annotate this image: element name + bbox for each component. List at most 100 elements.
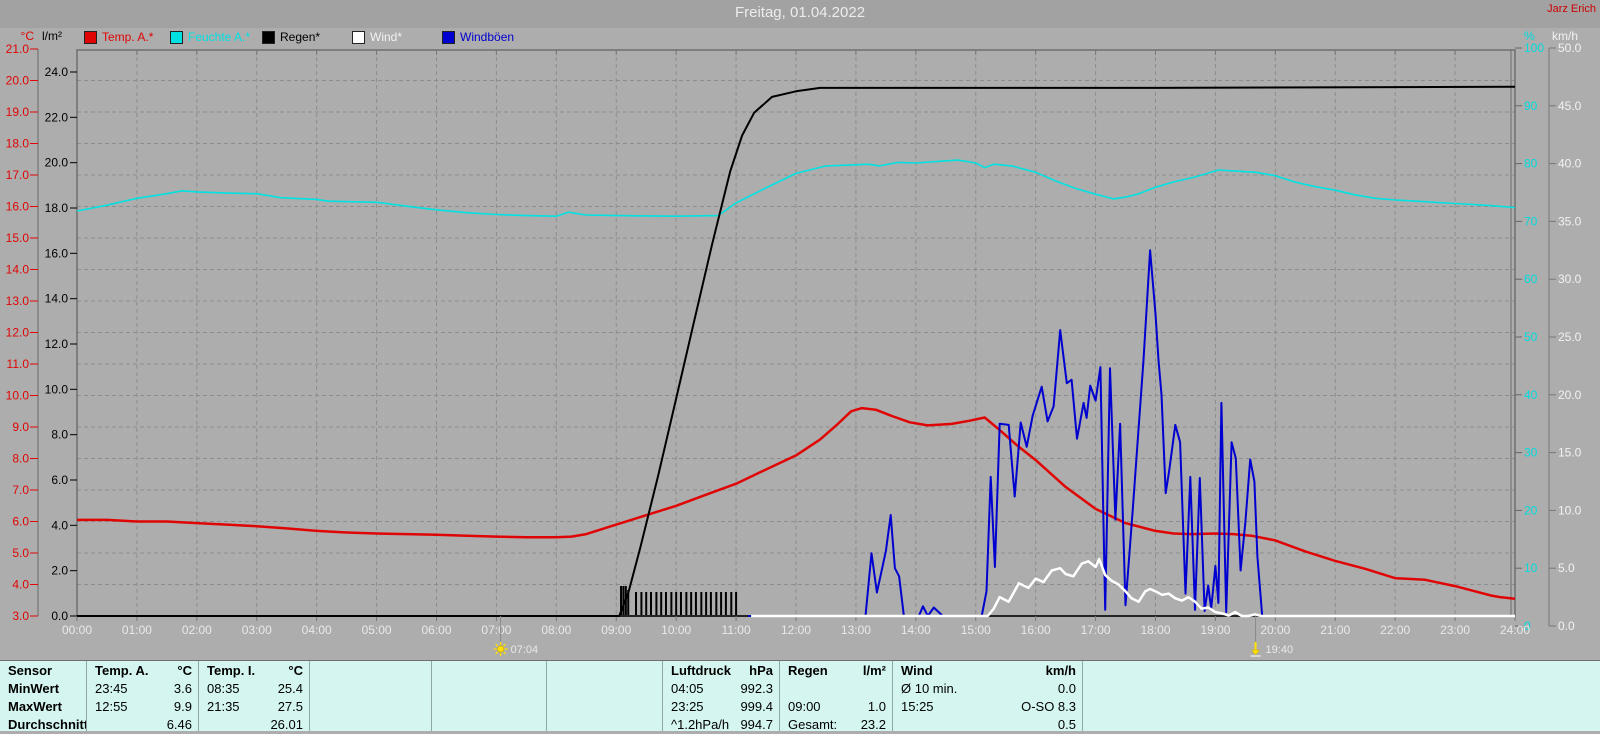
x-tick-label: 13:00 <box>841 623 871 637</box>
celsius-tick-label: 18.0 <box>6 137 30 151</box>
celsius-tick-label: 11.0 <box>7 357 30 371</box>
celsius-tick-label: 3.0 <box>12 609 29 623</box>
table-col-luftdruck-row1-time: 23:25 <box>671 699 704 714</box>
celsius-tick-label: 17.0 <box>6 168 30 182</box>
table-col-empty3-row1 <box>432 697 546 715</box>
table-rowlabel-time: Sensor <box>8 663 53 678</box>
celsius-tick-label: 4.0 <box>12 578 29 592</box>
celsius-tick-label: 20.0 <box>6 74 30 88</box>
table-rowlabel-time: MinWert <box>8 681 60 696</box>
right-axis-unit-humidity: % <box>1524 29 1535 43</box>
table-col-empty2-row0-value <box>318 680 425 697</box>
table-col-wind-header-time: Wind <box>901 663 933 678</box>
x-tick-label: 20:00 <box>1260 623 1290 637</box>
table-rowlabel: MaxWert <box>0 697 86 715</box>
rain-tick-label: 8.0 <box>51 428 68 442</box>
table-col-empty4 <box>547 661 663 731</box>
sunset-time-label: 19:40 <box>1266 644 1294 656</box>
rain-tick-label: 0.0 <box>51 609 68 623</box>
table-col-tempi-row0-value: 25.4 <box>277 681 303 696</box>
x-tick-label: 17:00 <box>1081 623 1111 637</box>
table-rowlabel-value <box>59 680 80 697</box>
table-col-tempi-header: Temp. I. °C <box>199 661 309 679</box>
wind-tick-label: 50.0 <box>1558 41 1582 55</box>
wind-tick-label: 15.0 <box>1558 446 1582 460</box>
table-col-wind-row0-value: 0.0 <box>1057 681 1076 696</box>
table-col-empty2-header-value <box>318 662 425 679</box>
table-col-regen-row2: Gesamt: 23.2 <box>780 715 892 733</box>
rain-tick-label: 12.0 <box>45 337 69 351</box>
humidity-tick-label: 80 <box>1524 157 1538 171</box>
celsius-tick-label: 15.0 <box>6 231 30 245</box>
table-col-tempi-header-time: Temp. I. <box>207 663 256 678</box>
table-col-tempa-row0-value: 3.6 <box>173 681 192 696</box>
legend-item-regen: Regen* <box>262 30 320 44</box>
celsius-tick-label: 14.0 <box>6 263 30 277</box>
table-col-luftdruck-row1-value: 999.4 <box>740 699 773 714</box>
wind-tick-label: 20.0 <box>1558 388 1582 402</box>
humidity-tick-label: 90 <box>1524 99 1538 113</box>
table-col-tempi-row0-time: 08:35 <box>207 681 240 696</box>
wind-tick-label: 30.0 <box>1558 272 1582 286</box>
table-col-wind-row1-time: 15:25 <box>901 699 934 714</box>
table-col-luftdruck-row0-time: 04:05 <box>671 681 704 696</box>
table-col-empty8-row1-value <box>1091 698 1594 715</box>
x-tick-label: 08:00 <box>541 623 571 637</box>
table-col-empty8-header <box>1083 661 1600 679</box>
x-tick-label: 19:00 <box>1200 623 1230 637</box>
table-col-tempi-row1-time: 21:35 <box>207 699 240 714</box>
table-col-empty3-header-value <box>440 662 540 679</box>
table-col-tempa-row2-value: 6.46 <box>166 717 192 732</box>
table-col-tempa-header-value: °C <box>177 663 192 678</box>
table-col-empty2-row0 <box>310 679 431 697</box>
sunrise-icon <box>493 642 508 656</box>
table-col-regen: Regen l/m² 09:00 1.0 Gesamt: 23.2 <box>780 661 893 733</box>
table-col-empty8-row2-value <box>1091 716 1594 733</box>
rain-tick-label: 24.0 <box>45 65 69 79</box>
table-col-regen-row1: 09:00 1.0 <box>780 697 892 715</box>
humidity-tick-label: 20 <box>1524 503 1538 517</box>
sunrise-time-label: 07:04 <box>511 644 539 656</box>
table-rowlabel-time: MaxWert <box>8 699 62 714</box>
x-tick-label: 16:00 <box>1021 623 1051 637</box>
table-col-empty4-row0 <box>547 679 662 697</box>
table-col-empty4-header <box>547 661 662 679</box>
table-col-empty3-row1-value <box>440 698 540 715</box>
table-col-wind: Wind km/h Ø 10 min. 0.0 15:25 O-SO 8.3 0.5 <box>893 661 1083 732</box>
rain-tick-label: 20.0 <box>45 156 69 170</box>
rain-tick-label: 2.0 <box>51 564 68 578</box>
humidity-tick-label: 10 <box>1524 561 1538 575</box>
table-col-wind-row0-time: Ø 10 min. <box>901 681 958 696</box>
wind-tick-label: 25.0 <box>1558 330 1582 344</box>
x-tick-label: 24:00 <box>1500 623 1530 637</box>
table-col-tempi: Temp. I. °C 08:35 25.4 21:35 27.5 26.01 <box>199 661 310 732</box>
table-col-tempi-row1-value: 27.5 <box>277 699 303 714</box>
left-axis-unit-celsius: °C <box>20 29 34 43</box>
humidity-tick-label: 0 <box>1524 619 1531 633</box>
legend-label: Regen* <box>280 30 321 44</box>
rain-tick-label: 18.0 <box>45 201 69 215</box>
series-humidity-line <box>76 159 1516 217</box>
x-tick-label: 03:00 <box>242 623 272 637</box>
series-wind-line <box>751 557 1515 618</box>
table-col-empty8 <box>1083 661 1600 731</box>
rain-tick-label: 22.0 <box>45 110 69 124</box>
left-axis-unit-rain: l/m² <box>42 29 62 43</box>
x-tick-label: 23:00 <box>1440 623 1470 637</box>
celsius-tick-label: 13.0 <box>6 294 30 308</box>
legend-item-tempa: Temp. A.* <box>84 30 153 44</box>
table-col-tempa-header-time: Temp. A. <box>95 663 149 678</box>
celsius-tick-label: 16.0 <box>6 200 30 214</box>
table-col-empty8-row0-value <box>1091 680 1594 697</box>
table-col-empty8-header-value <box>1091 662 1594 679</box>
rain-tick-label: 10.0 <box>45 382 69 396</box>
table-col-luftdruck-row0: 04:05 992.3 <box>663 679 779 697</box>
x-tick-label: 15:00 <box>961 623 991 637</box>
table-col-empty3 <box>432 661 547 731</box>
celsius-tick-label: 10.0 <box>6 389 30 403</box>
x-tick-label: 02:00 <box>182 623 212 637</box>
wind-tick-label: 0.0 <box>1558 619 1575 633</box>
table-rowlabel-value <box>62 698 80 715</box>
table-col-tempa-row0-time: 23:45 <box>95 681 128 696</box>
